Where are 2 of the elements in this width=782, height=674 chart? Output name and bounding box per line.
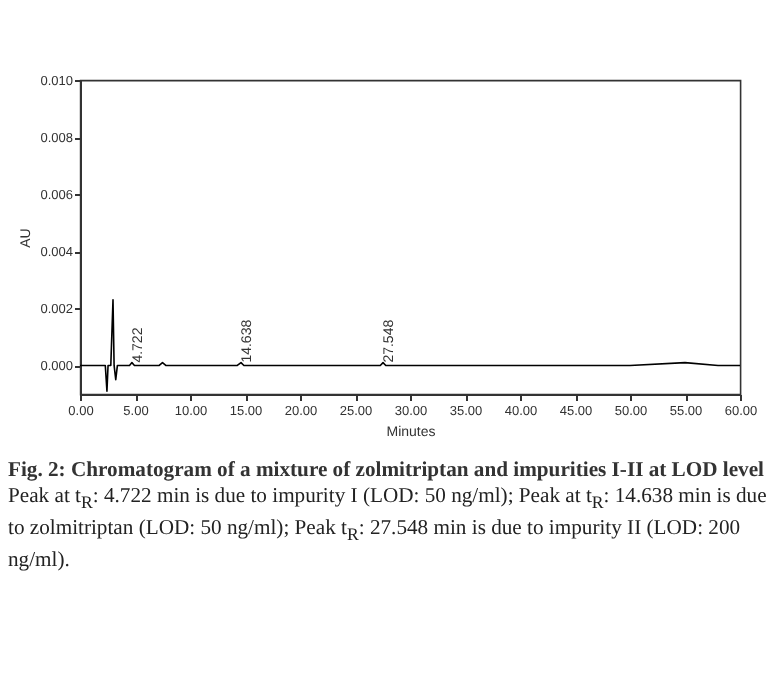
text: Peak at t$_{R}$: 4.722 min is due to impurity I (LOD: 50 ng/ml); Peak at t$_{R}$: 14.638 min is due to zolmitriptan (LOD: 50 ng/ml); Peak t$_{R}$: 27.548 min is due to impurity II (LOD: 200 ng/ml). (8, 486, 767, 573)
text: Fig. 2: Chromatogram of a mixture of zolmitriptan and impurities I-II at LOD level (8, 458, 767, 484)
